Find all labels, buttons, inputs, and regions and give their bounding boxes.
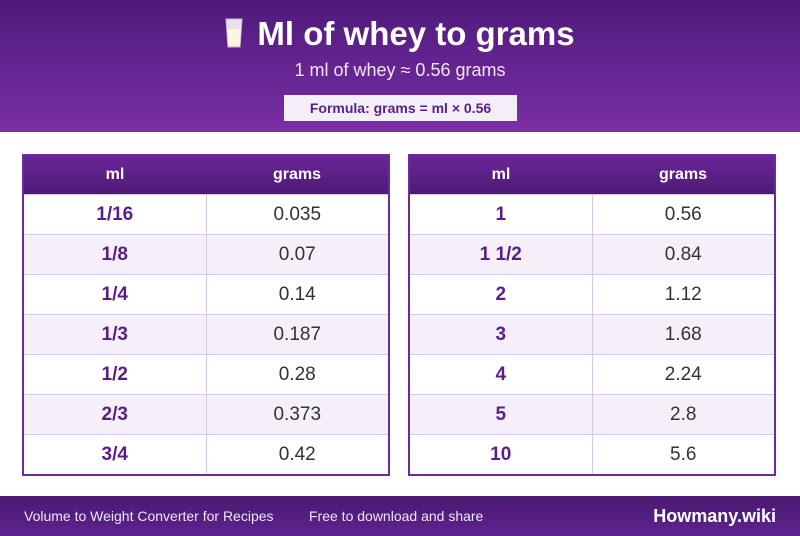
table-header-row: ml grams (409, 155, 775, 195)
page-title-row: Ml of whey to grams (0, 12, 800, 56)
table-row: 1/4 0.14 (23, 274, 389, 315)
table-row: 2/3 0.373 (23, 394, 389, 435)
grams-cell: 0.07 (206, 234, 389, 275)
grams-cell: 0.035 (206, 194, 389, 235)
column-header-grams: grams (206, 155, 389, 195)
table-row: 1 0.56 (409, 194, 775, 235)
table-row: 1 1/2 0.84 (409, 234, 775, 275)
ml-cell: 1/8 (23, 234, 207, 275)
ml-cell: 2 (409, 274, 593, 315)
grams-cell: 1.12 (592, 274, 775, 315)
grams-cell: 0.28 (206, 354, 389, 395)
ml-cell: 10 (409, 434, 593, 475)
ml-cell: 5 (409, 394, 593, 435)
table-row: 2 1.12 (409, 274, 775, 315)
grams-cell: 0.373 (206, 394, 389, 435)
grams-cell: 1.68 (592, 314, 775, 355)
table-row: 1/2 0.28 (23, 354, 389, 395)
ml-cell: 1 1/2 (409, 234, 593, 275)
grams-cell: 0.56 (592, 194, 775, 235)
ml-cell: 3 (409, 314, 593, 355)
table-row: 3 1.68 (409, 314, 775, 355)
table-row: 1/16 0.035 (23, 194, 389, 235)
subtitle: 1 ml of whey ≈ 0.56 grams (294, 60, 506, 80)
table-row: 5 2.8 (409, 394, 775, 435)
grams-cell: 5.6 (592, 434, 775, 475)
footer-converter-text: Volume to Weight Converter for Recipes (24, 508, 274, 524)
milk-glass-icon (225, 17, 243, 49)
conversion-table-left: ml grams 1/16 0.035 1/8 0.07 1/4 0.14 1/3 0.… (22, 154, 390, 476)
footer-bar: Volume to Weight Converter for Recipes F… (0, 496, 800, 536)
grams-cell: 2.8 (592, 394, 775, 435)
page-title: Ml of whey to grams (257, 15, 575, 52)
formula-box: Formula: grams = ml × 0.56 (284, 95, 517, 121)
ml-cell: 2/3 (23, 394, 207, 435)
ml-cell: 1/3 (23, 314, 207, 355)
grams-cell: 0.187 (206, 314, 389, 355)
ml-cell: 1/16 (23, 194, 207, 235)
grams-cell: 0.14 (206, 274, 389, 315)
table-row: 4 2.24 (409, 354, 775, 395)
header-banner: Ml of whey to grams 1 ml of whey ≈ 0.56 … (0, 0, 800, 132)
ml-cell: 1/2 (23, 354, 207, 395)
column-header-ml: ml (409, 155, 592, 195)
grams-cell: 2.24 (592, 354, 775, 395)
ml-cell: 1 (409, 194, 593, 235)
table-row: 3/4 0.42 (23, 434, 389, 475)
ml-cell: 1/4 (23, 274, 207, 315)
table-row: 1/3 0.187 (23, 314, 389, 355)
table-row: 1/8 0.07 (23, 234, 389, 275)
grams-cell: 0.42 (206, 434, 389, 475)
table-header-row: ml grams (23, 155, 389, 195)
grams-cell: 0.84 (592, 234, 775, 275)
ml-cell: 3/4 (23, 434, 207, 475)
footer-share-text: Free to download and share (309, 508, 484, 524)
column-header-grams: grams (592, 155, 775, 195)
table-row: 10 5.6 (409, 434, 775, 475)
column-header-ml: ml (23, 155, 206, 195)
brand-logo-text: Howmany.wiki (653, 506, 776, 526)
ml-cell: 4 (409, 354, 593, 395)
conversion-table-right: ml grams 1 0.56 1 1/2 0.84 2 1.12 3 1.68 4 2.… (408, 154, 776, 476)
